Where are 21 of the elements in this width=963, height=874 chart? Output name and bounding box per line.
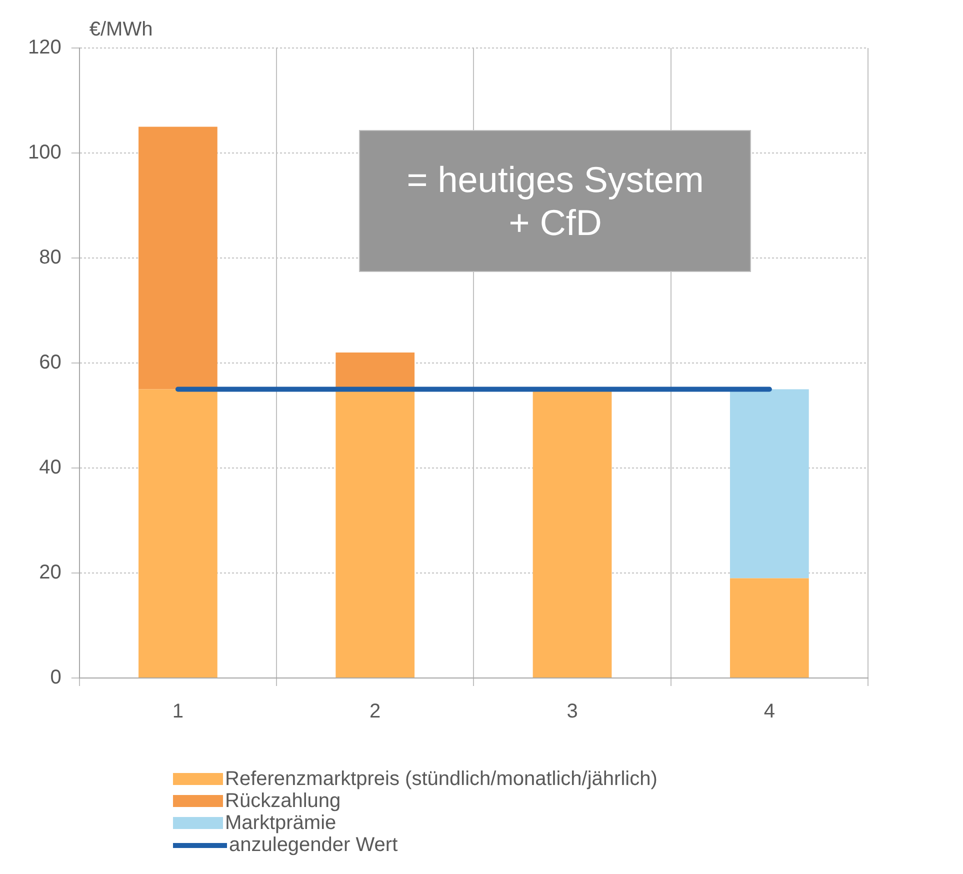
legend-label: anzulegender Wert [229, 834, 398, 856]
x-tick-label: 4 [764, 700, 775, 723]
y-tick-label: 120 [28, 36, 62, 59]
y-tick-label: 60 [39, 352, 62, 374]
y-axis-title: €/MWh [89, 18, 153, 41]
y-tick-label: 80 [39, 246, 62, 269]
bar [138, 126, 218, 390]
bar [730, 578, 809, 678]
x-tick-label: 3 [566, 700, 578, 723]
y-tick-label: 40 [39, 456, 62, 479]
annotation: = heutiges System + CfD [359, 130, 752, 272]
y-tick-label: 0 [50, 666, 62, 689]
x-tick-label: 2 [370, 700, 381, 723]
y-tick-label: 100 [28, 142, 62, 164]
x-tick-label: 1 [172, 700, 184, 723]
y-tick-label: 20 [39, 562, 62, 584]
bar [730, 389, 809, 578]
legend-label: Marktprämie [225, 812, 336, 834]
legend-label: Rückzahlung [225, 790, 341, 812]
bar [138, 389, 218, 678]
legend-label: Referenzmarktpreis (stündlich/monatlich/jährlich) [225, 768, 658, 790]
